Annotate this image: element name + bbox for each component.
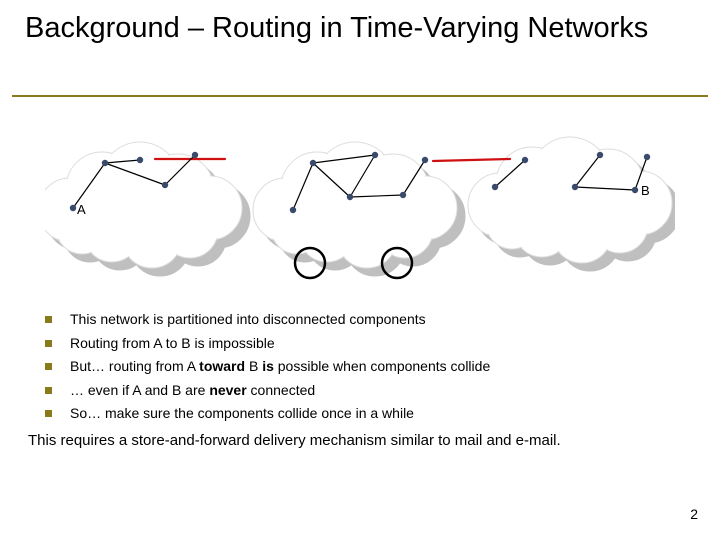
bullet-item: Routing from A to B is impossible: [45, 334, 685, 354]
bullet-list: This network is partitioned into disconn…: [45, 310, 685, 428]
closing-sentence: This requires a store-and-forward delive…: [28, 430, 698, 451]
bullet-text: This network is partitioned into disconn…: [70, 310, 426, 330]
bullet-square-icon: [45, 363, 52, 370]
page-number: 2: [690, 506, 698, 522]
bullet-square-icon: [45, 316, 52, 323]
bullet-text: So… make sure the components collide onc…: [70, 404, 414, 424]
title-underline: [12, 95, 708, 97]
bullet-item: … even if A and B are never connected: [45, 381, 685, 401]
slide-title-text: Background – Routing in Time-Varying Net…: [25, 10, 695, 46]
network-diagram: AB: [45, 115, 675, 295]
bullet-text: But… routing from A toward B is possible…: [70, 357, 490, 377]
bullet-square-icon: [45, 387, 52, 394]
node-label-b: B: [641, 183, 650, 198]
bullet-square-icon: [45, 340, 52, 347]
bullet-item: But… routing from A toward B is possible…: [45, 357, 685, 377]
bullet-text: Routing from A to B is impossible: [70, 334, 275, 354]
bullet-item: So… make sure the components collide onc…: [45, 404, 685, 424]
node-label-a: A: [77, 202, 86, 217]
bullet-item: This network is partitioned into disconn…: [45, 310, 685, 330]
slide-title: Background – Routing in Time-Varying Net…: [25, 10, 695, 46]
bullet-square-icon: [45, 410, 52, 417]
bullet-text: … even if A and B are never connected: [70, 381, 315, 401]
